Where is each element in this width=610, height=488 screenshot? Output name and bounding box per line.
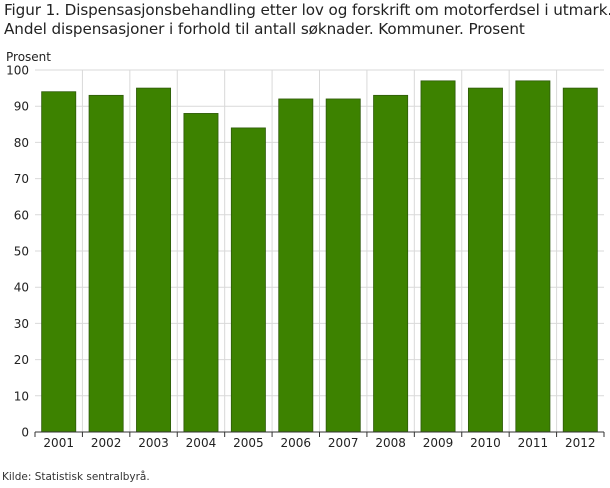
bars (41, 80, 598, 433)
bar-2005 (230, 127, 266, 433)
y-tick-label: 90 (14, 100, 29, 114)
bar-2004 (183, 113, 219, 433)
x-tick-label: 2009 (423, 436, 454, 450)
x-tick-label: 2001 (43, 436, 74, 450)
x-tick-label: 2008 (375, 436, 406, 450)
bar-2007 (325, 98, 361, 433)
bar-2006 (278, 98, 314, 433)
y-tick-label: 30 (14, 317, 29, 331)
x-tick-label: 2007 (328, 436, 359, 450)
y-tick-label: 40 (14, 281, 29, 295)
y-tick-label: 100 (6, 64, 29, 78)
bar-2010 (467, 87, 503, 433)
x-tick-label: 2006 (281, 436, 312, 450)
bar-2009 (420, 80, 456, 433)
x-tick-label: 2004 (186, 436, 217, 450)
y-tick-label: 20 (14, 353, 29, 367)
chart-title-block: Figur 1. Dispensasjonsbehandling etter l… (4, 1, 610, 39)
x-tick-label: 2003 (138, 436, 169, 450)
y-tick-label: 60 (14, 208, 29, 222)
y-tick-label: 0 (21, 426, 29, 440)
bar-2003 (136, 87, 172, 433)
x-tick-label: 2010 (470, 436, 501, 450)
x-tick-label: 2002 (91, 436, 122, 450)
y-tick-label: 10 (14, 389, 29, 403)
axes: 0 10 20 30 40 50 60 70 80 90 100 2001 2002 2003 2004 20… (6, 64, 605, 450)
bar-2001 (41, 91, 77, 433)
gridlines (35, 69, 604, 432)
bar-2011 (515, 80, 551, 433)
y-tick-label: 80 (14, 136, 29, 150)
y-axis-label: Prosent (6, 50, 51, 64)
source-note: Kilde: Statistisk sentralbyrå. (2, 471, 150, 483)
y-tick-label: 70 (14, 172, 29, 186)
bar-2002 (88, 94, 124, 433)
bar-2012 (562, 87, 598, 433)
x-tick-label: 2012 (565, 436, 596, 450)
x-tick-label: 2005 (233, 436, 264, 450)
chart-title: Figur 1. Dispensasjonsbehandling etter l… (4, 1, 610, 19)
chart-subtitle: Andel dispensasjoner i forhold til antal… (4, 20, 525, 38)
bar-2008 (373, 94, 409, 433)
x-tick-label: 2011 (518, 436, 549, 450)
y-tick-label: 50 (14, 245, 29, 259)
